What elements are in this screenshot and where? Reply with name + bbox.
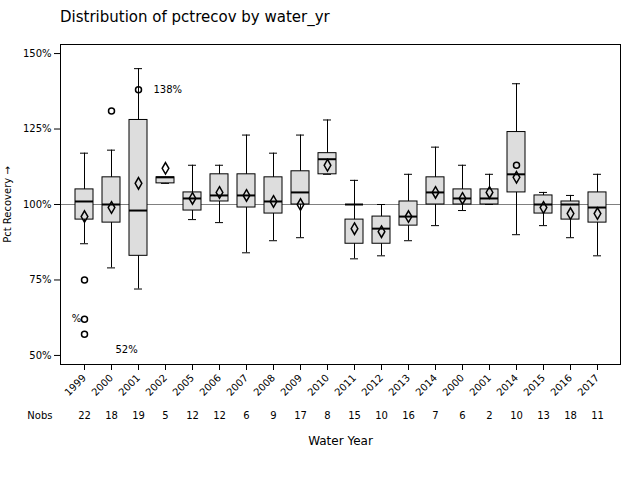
svg-text:18: 18 (564, 410, 577, 421)
svg-text:22: 22 (78, 410, 91, 421)
svg-text:9: 9 (270, 410, 276, 421)
svg-text:100%: 100% (23, 199, 52, 210)
svg-text:2000: 2000 (440, 372, 466, 398)
svg-text:2014: 2014 (413, 372, 439, 398)
svg-text:8: 8 (324, 410, 330, 421)
svg-text:2002: 2002 (143, 372, 169, 398)
svg-text:2001: 2001 (116, 372, 142, 398)
svg-text:2006: 2006 (197, 372, 223, 398)
svg-text:2008: 2008 (251, 372, 277, 398)
svg-text:2011: 2011 (332, 372, 358, 398)
svg-text:2010: 2010 (305, 372, 331, 398)
svg-text:125%: 125% (23, 123, 52, 134)
svg-text:150%: 150% (23, 48, 52, 59)
svg-text:18: 18 (105, 410, 118, 421)
html-text:Distribution of pctrecov by wa: Distribution of pctrecov by water_yr (60, 8, 330, 26)
svg-text:2001: 2001 (467, 372, 493, 398)
svg-text:2014: 2014 (494, 372, 520, 398)
svg-text:5: 5 (162, 410, 168, 421)
svg-text:17: 17 (294, 410, 307, 421)
svg-text:10: 10 (375, 410, 388, 421)
svg-text:13: 13 (537, 410, 550, 421)
svg-text:12: 12 (186, 410, 199, 421)
svg-text:1999: 1999 (62, 372, 88, 398)
svg-text:7: 7 (432, 410, 438, 421)
svg-text:16: 16 (402, 410, 415, 421)
svg-text:2017: 2017 (575, 372, 601, 398)
svg-text:2016: 2016 (548, 372, 574, 398)
svg-text:19: 19 (132, 410, 145, 421)
svg-text:2000: 2000 (89, 372, 115, 398)
svg-text:2013: 2013 (386, 372, 412, 398)
svg-text:50%: 50% (29, 350, 51, 361)
svg-text:11: 11 (591, 410, 604, 421)
svg-text:15: 15 (348, 410, 361, 421)
svg-text:10: 10 (510, 410, 523, 421)
svg-text:138%: 138% (154, 84, 183, 95)
svg-text:12: 12 (213, 410, 226, 421)
svg-text:Water Year: Water Year (308, 434, 373, 448)
svg-text:52%: 52% (116, 344, 138, 355)
svg-text:2005: 2005 (170, 372, 196, 398)
svg-text:Pct Recovery →: Pct Recovery → (2, 166, 13, 243)
svg-text:Nobs: Nobs (27, 410, 52, 421)
svg-text:2015: 2015 (521, 372, 547, 398)
svg-text:75%: 75% (29, 274, 51, 285)
svg-text:2007: 2007 (224, 372, 250, 398)
svg-text:6: 6 (243, 410, 249, 421)
svg-text:2: 2 (486, 410, 492, 421)
svg-text:2012: 2012 (359, 372, 385, 398)
svg-text:%: % (72, 313, 82, 324)
svg-text:2009: 2009 (278, 372, 304, 398)
svg-text:6: 6 (459, 410, 465, 421)
